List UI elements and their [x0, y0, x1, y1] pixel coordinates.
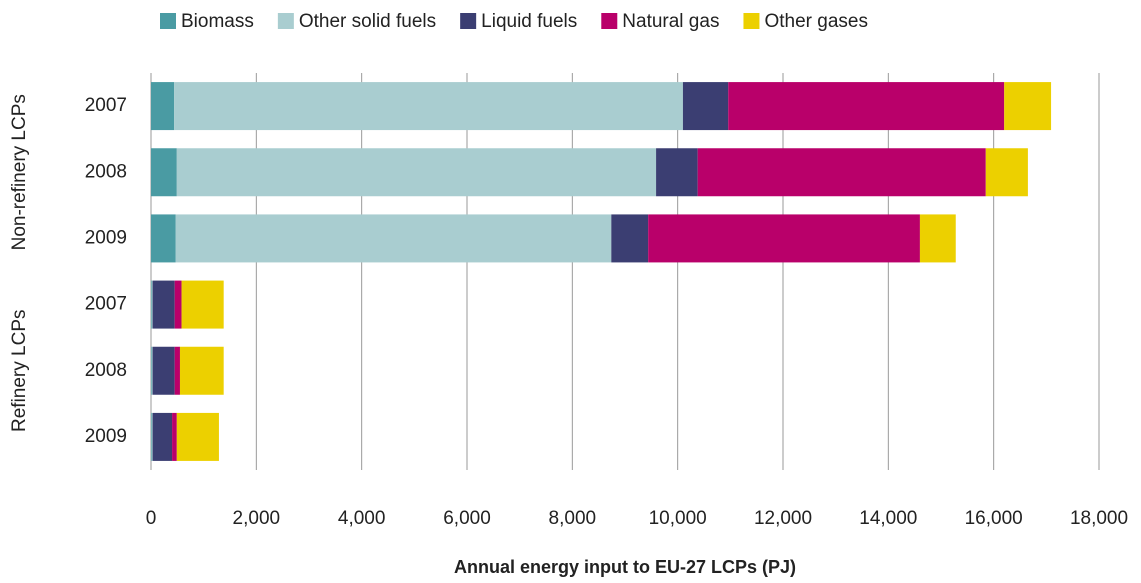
x-tick-label: 2,000: [233, 508, 281, 529]
bar-segment: [151, 280, 152, 329]
bar-segment: [176, 412, 219, 461]
legend-label: Biomass: [181, 11, 254, 32]
x-tick-label: 18,000: [1070, 508, 1128, 529]
bar-segment: [151, 214, 176, 263]
y-tick-label: 2008: [85, 360, 127, 381]
bar-segment: [985, 148, 1028, 197]
bar-segment: [174, 346, 180, 395]
bar-segment: [151, 346, 153, 395]
bar-segment: [176, 148, 657, 197]
bar-segment: [1004, 82, 1052, 131]
legend-label: Other gases: [764, 11, 868, 32]
legend-swatch: [743, 13, 760, 29]
legend-label: Other solid fuels: [299, 11, 436, 32]
bar-segment: [611, 214, 649, 263]
bar-segment: [151, 280, 153, 329]
bar-segment: [175, 214, 612, 263]
bar-segment: [181, 280, 224, 329]
x-tick-label: 0: [146, 508, 157, 529]
legend-swatch: [601, 13, 618, 29]
bar-segment: [697, 148, 986, 197]
group-label: Non-refinery LCPs: [9, 94, 30, 250]
bar-segment: [152, 412, 173, 461]
x-tick-label: 6,000: [443, 508, 491, 529]
bar-segment: [919, 214, 956, 263]
legend-swatch: [460, 13, 477, 29]
bar-segment: [174, 280, 182, 329]
group-label: Refinery LCPs: [9, 310, 30, 433]
y-tick-label: 2009: [85, 426, 127, 447]
bar-segment: [728, 82, 1005, 131]
x-tick-label: 14,000: [859, 508, 917, 529]
bar-segment: [151, 148, 177, 197]
bar-segment: [172, 412, 177, 461]
legend-label: Natural gas: [622, 11, 719, 32]
x-tick-label: 12,000: [754, 508, 812, 529]
bar-segment: [151, 412, 152, 461]
bar-segment: [151, 82, 175, 131]
x-tick-label: 4,000: [338, 508, 386, 529]
bar-segment: [174, 82, 683, 131]
bar-segment: [152, 280, 175, 329]
bar-segment: [151, 412, 153, 461]
bar-segment: [682, 82, 729, 131]
y-tick-label: 2008: [85, 161, 127, 182]
x-tick-label: 16,000: [965, 508, 1023, 529]
legend-label: Liquid fuels: [481, 11, 577, 32]
bar-segment: [151, 346, 152, 395]
legend-swatch: [277, 13, 294, 29]
x-tick-label: 8,000: [549, 508, 597, 529]
bar-segment: [656, 148, 698, 197]
y-tick-label: 2007: [85, 95, 127, 116]
x-axis-title: Annual energy input to EU-27 LCPs (PJ): [454, 557, 796, 577]
legend-swatch: [160, 13, 176, 29]
y-tick-label: 2007: [85, 294, 127, 315]
bar-segment: [179, 346, 224, 395]
y-tick-label: 2009: [85, 227, 127, 248]
bar-segment: [648, 214, 920, 263]
x-tick-label: 10,000: [649, 508, 707, 529]
bar-segment: [152, 346, 175, 395]
